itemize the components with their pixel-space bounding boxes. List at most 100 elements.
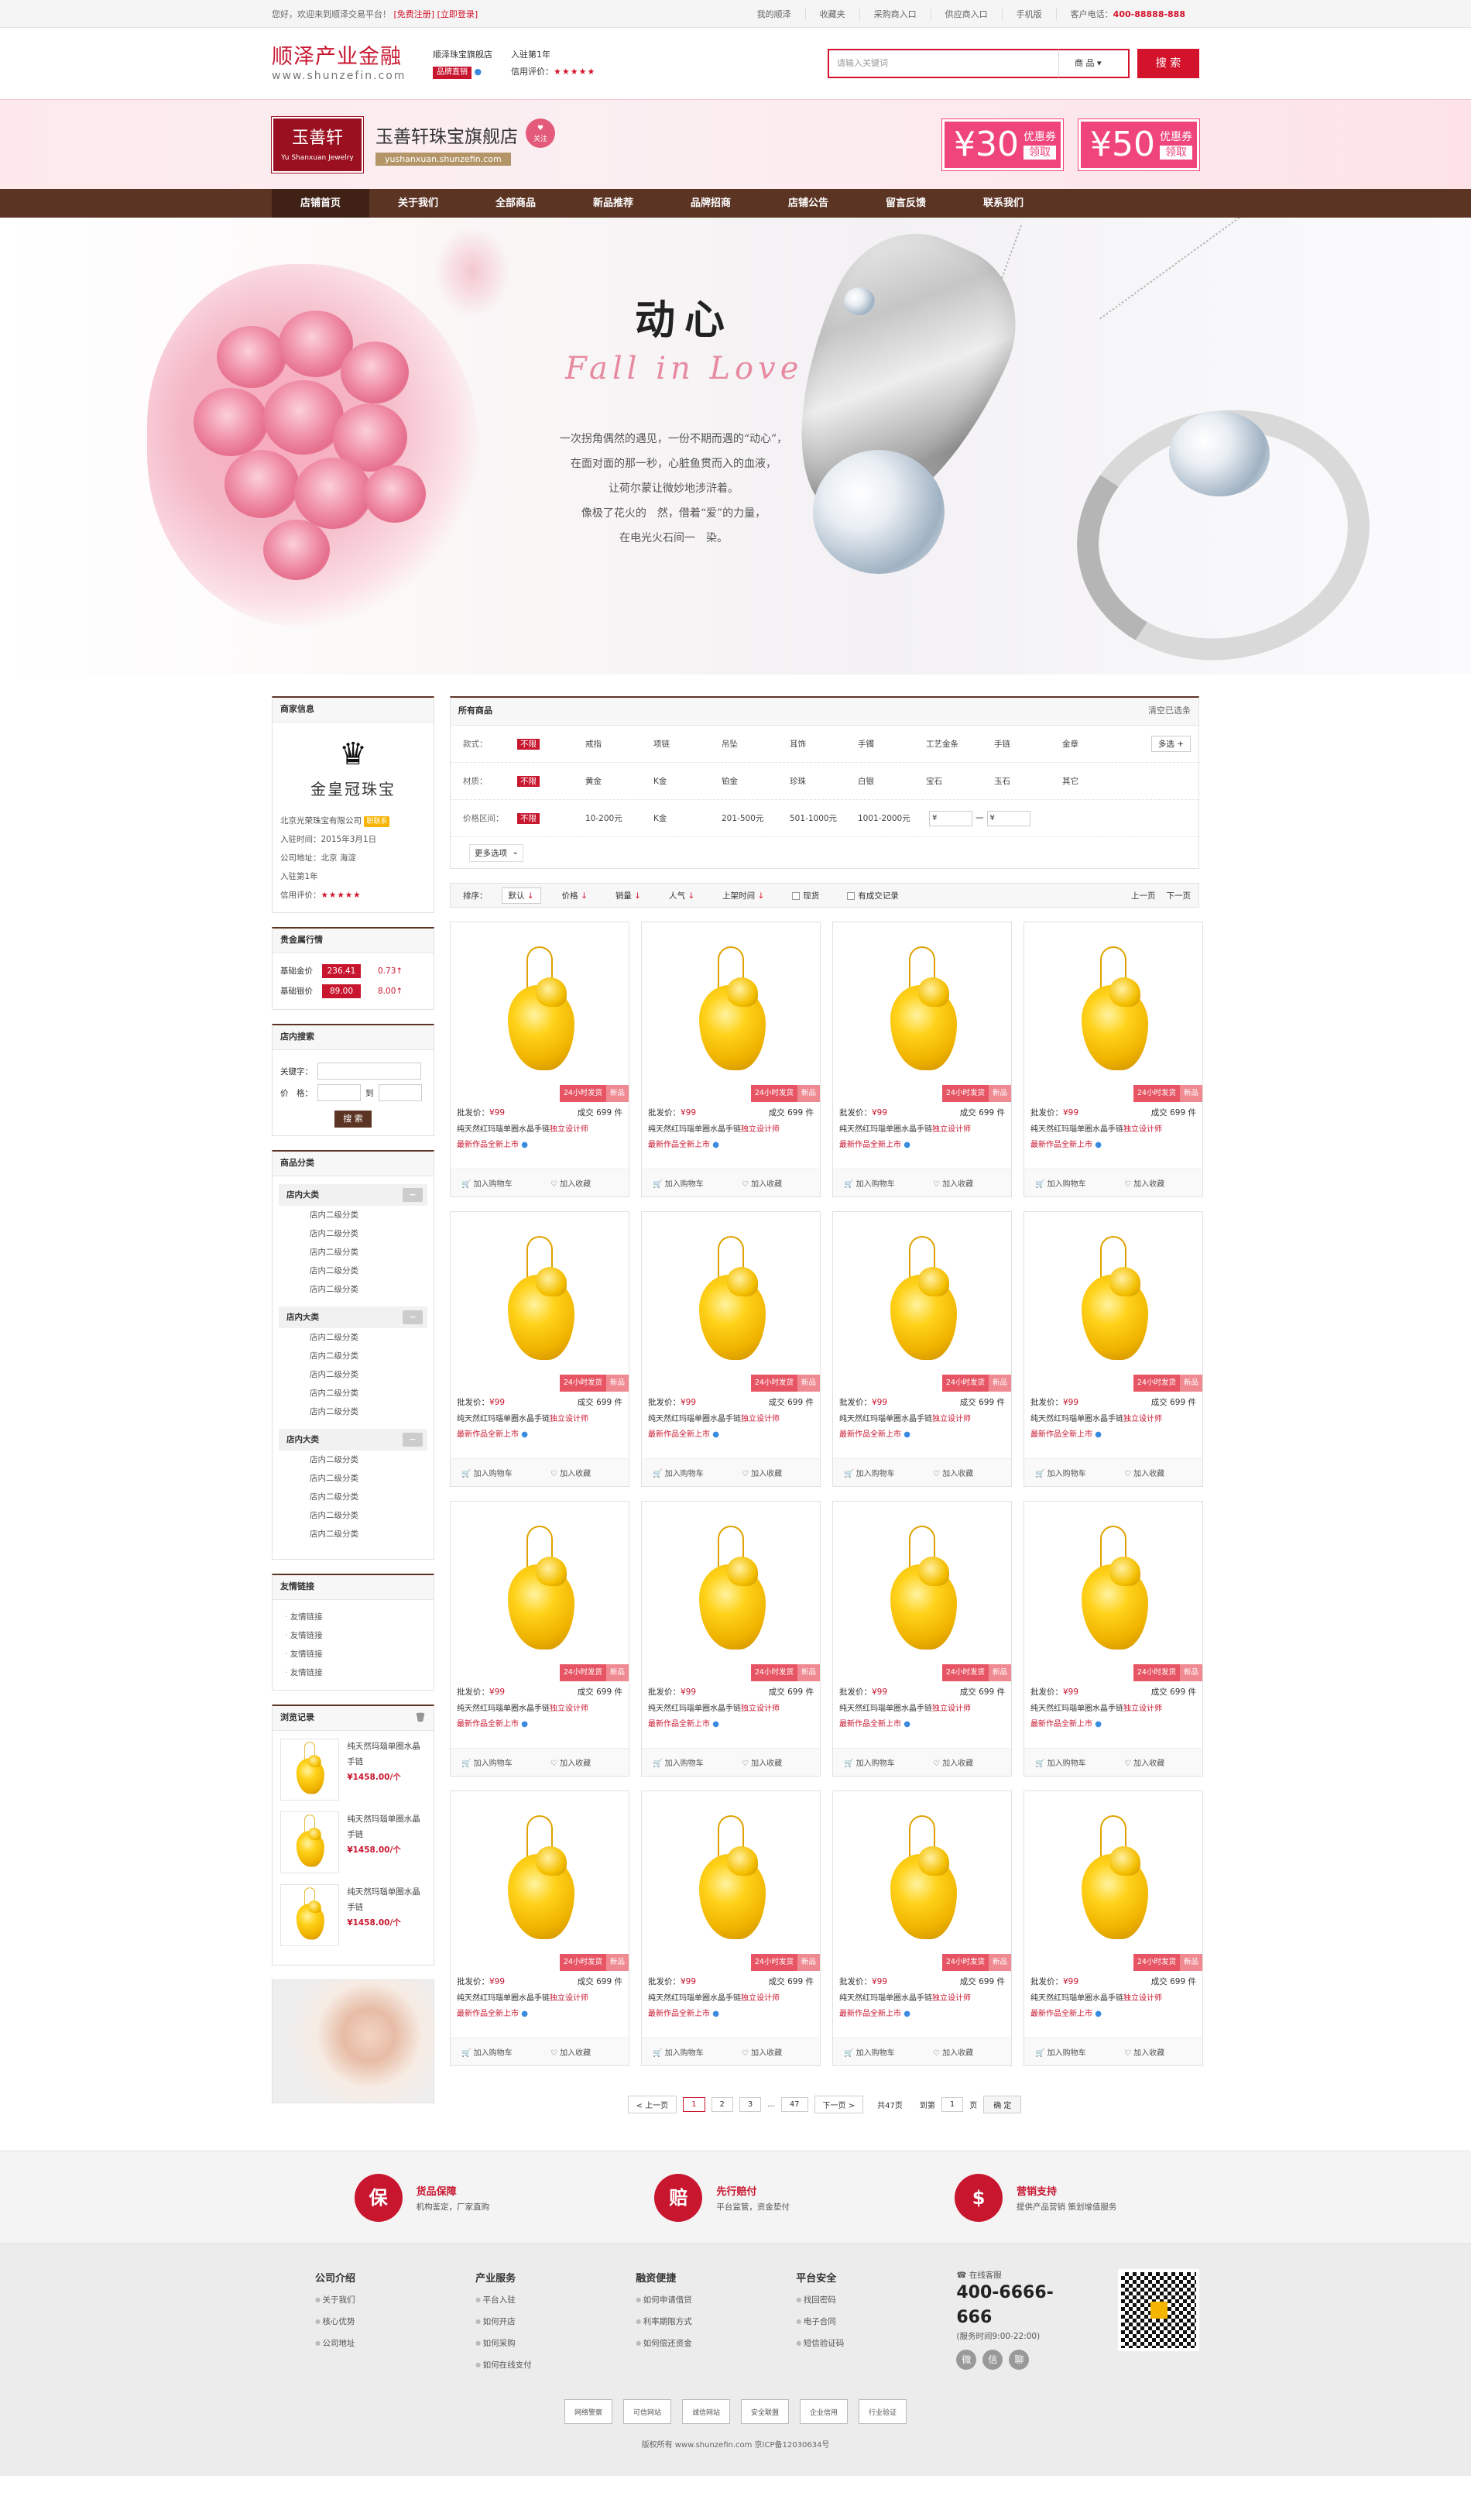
filter-option[interactable]: 工艺金条 — [926, 740, 958, 749]
product-card[interactable]: 24小时发货 新品 批发价：¥99 成交 699 件纯天然红玛瑙单圈水晶手链独立设计师… — [832, 922, 1012, 1197]
product-title[interactable]: 纯天然红玛瑙单圈水晶手链独立设计师 最新作品全新上市 ● — [457, 1705, 588, 1729]
friend-link[interactable]: 友情链接 — [280, 1663, 426, 1682]
add-to-cart-button[interactable]: 🛒 加入购物车 — [653, 1180, 704, 1189]
collapse-icon[interactable]: − — [403, 1310, 423, 1324]
add-to-cart-button[interactable]: 🛒 加入购物车 — [461, 1470, 513, 1478]
friend-link[interactable]: 友情链接 — [280, 1645, 426, 1663]
nav-home[interactable]: 店铺首页 — [272, 189, 369, 218]
subcategory-item[interactable]: 店内二级分类 — [310, 1333, 358, 1342]
add-favorite-button[interactable]: ♡ 加入收藏 — [550, 1470, 591, 1478]
filter-option[interactable]: 501-1000元 — [790, 814, 838, 823]
hero-banner[interactable]: 动心 Fall in Love 一次拐角偶然的遇见，一份不期而遇的“动心”， 在… — [0, 218, 1471, 675]
top-link-my[interactable]: 我的顺泽 — [756, 9, 791, 19]
product-card[interactable]: 24小时发货 新品 批发价：¥99 成交 699 件纯天然红玛瑙单圈水晶手链独立设计师… — [832, 1211, 1012, 1487]
subcategory-item[interactable]: 店内二级分类 — [310, 1455, 358, 1464]
product-card[interactable]: 24小时发货 新品 批发价：¥99 成交 699 件纯天然红玛瑙单圈水晶手链独立设计师… — [450, 1790, 629, 2066]
pager-page[interactable]: 47 — [780, 2097, 808, 2112]
search-input[interactable]: 请输入关键词 — [828, 49, 1058, 78]
filter-option[interactable]: 不限 — [517, 812, 585, 824]
in-stock-checkbox[interactable]: 现货 — [785, 887, 826, 904]
product-title[interactable]: 纯天然红玛瑙单圈水晶手链独立设计师 最新作品全新上市 ● — [1030, 1125, 1162, 1149]
filter-option[interactable]: 手镯 — [858, 740, 874, 749]
collapse-icon[interactable]: − — [403, 1188, 423, 1202]
shop-url[interactable]: yushanxuan.shunzefin.com — [375, 152, 511, 166]
sort-price[interactable]: 价格 ↓ — [561, 891, 588, 901]
multi-select-button[interactable]: 多选 + — [1150, 736, 1191, 752]
product-title[interactable]: 纯天然红玛瑙单圈水晶手链独立设计师 最新作品全新上市 ● — [457, 1994, 588, 2018]
product-title[interactable]: 纯天然红玛瑙单圈水晶手链独立设计师 最新作品全新上市 ● — [839, 1994, 971, 2018]
footer-link[interactable]: 如何开店 — [475, 2311, 636, 2333]
add-favorite-button[interactable]: ♡ 加入收藏 — [1124, 1470, 1165, 1478]
product-card[interactable]: 24小时发货 新品 批发价：¥99 成交 699 件纯天然红玛瑙单圈水晶手链独立设计师… — [832, 1501, 1012, 1777]
add-favorite-button[interactable]: ♡ 加入收藏 — [742, 1760, 783, 1768]
product-image[interactable]: 24小时发货 新品 — [451, 1502, 629, 1681]
side-ad-image[interactable] — [272, 1979, 434, 2103]
subcategory-item[interactable]: 店内二级分类 — [310, 1511, 358, 1520]
add-to-cart-button[interactable]: 🛒 加入购物车 — [653, 1470, 704, 1478]
register-link[interactable]: [免费注册] — [393, 9, 435, 19]
footer-link[interactable]: 利率期限方式 — [636, 2311, 796, 2333]
subcategory-item[interactable]: 店内二级分类 — [310, 1474, 358, 1483]
add-favorite-button[interactable]: ♡ 加入收藏 — [1124, 1760, 1165, 1768]
product-title[interactable]: 纯天然红玛瑙单圈水晶手链独立设计师 最新作品全新上市 ● — [1030, 1994, 1162, 2018]
footer-link[interactable]: 如何采购 — [475, 2333, 636, 2354]
product-title[interactable]: 纯天然红玛瑙单圈水晶手链独立设计师 最新作品全新上市 ● — [1030, 1705, 1162, 1729]
store-search-button[interactable]: 搜 索 — [334, 1111, 372, 1128]
subcategory-item[interactable]: 店内二级分类 — [310, 1530, 358, 1539]
footer-link[interactable]: 公司地址 — [315, 2333, 475, 2354]
add-favorite-button[interactable]: ♡ 加入收藏 — [742, 1180, 783, 1189]
filter-option[interactable]: 铂金 — [722, 777, 738, 786]
add-favorite-button[interactable]: ♡ 加入收藏 — [1124, 1180, 1165, 1189]
nav-contact[interactable]: 联系我们 — [982, 197, 1024, 209]
filter-option[interactable]: 项链 — [653, 740, 670, 749]
cert-badge[interactable]: 网络警察 — [564, 2399, 612, 2424]
product-image[interactable]: 24小时发货 新品 — [1024, 1502, 1202, 1681]
nav-all-products[interactable]: 全部商品 — [495, 197, 536, 209]
footer-link[interactable]: 核心优势 — [315, 2311, 475, 2333]
pager-page[interactable]: 3 — [739, 2097, 762, 2112]
pager-page[interactable]: 2 — [711, 2097, 733, 2112]
category-header[interactable]: 店内大类 − — [279, 1184, 427, 1206]
add-to-cart-button[interactable]: 🛒 加入购物车 — [844, 1180, 895, 1189]
footer-link[interactable]: 如何申请借贷 — [636, 2289, 796, 2311]
add-to-cart-button[interactable]: 🛒 加入购物车 — [844, 2049, 895, 2058]
add-favorite-button[interactable]: ♡ 加入收藏 — [550, 1180, 591, 1189]
footer-link[interactable]: 找回密码 — [796, 2289, 956, 2311]
wechat-icon[interactable]: 信 — [982, 2350, 1003, 2370]
filter-option[interactable]: K金 — [653, 777, 667, 786]
add-favorite-button[interactable]: ♡ 加入收藏 — [742, 2049, 783, 2058]
search-button[interactable]: 搜 索 — [1137, 49, 1199, 78]
top-link-buyer[interactable]: 采购商入口 — [859, 8, 931, 20]
collapse-icon[interactable]: − — [403, 1433, 423, 1447]
footer-link[interactable]: 电子合同 — [796, 2311, 956, 2333]
add-favorite-button[interactable]: ♡ 加入收藏 — [550, 1760, 591, 1768]
trash-icon[interactable]: 🗑 — [415, 1712, 426, 1722]
history-item[interactable]: 纯天然玛瑙单圈水晶手链 ¥1458.00/个 — [280, 1811, 426, 1873]
cert-badge[interactable]: 企业信用 — [800, 2399, 848, 2424]
filter-option[interactable]: 戒指 — [585, 740, 602, 749]
more-options-dropdown[interactable]: 更多选项 ⌄ — [469, 843, 523, 862]
product-image[interactable]: 24小时发货 新品 — [451, 1791, 629, 1971]
filter-option[interactable]: 白银 — [858, 777, 874, 786]
category-header[interactable]: 店内大类 − — [279, 1306, 427, 1328]
subcategory-item[interactable]: 店内二级分类 — [310, 1285, 358, 1294]
product-title[interactable]: 纯天然红玛瑙单圈水晶手链独立设计师 最新作品全新上市 ● — [648, 1415, 780, 1439]
add-favorite-button[interactable]: ♡ 加入收藏 — [933, 1470, 974, 1478]
filter-option[interactable]: 耳饰 — [790, 740, 806, 749]
cert-badge[interactable]: 可信网站 — [623, 2399, 671, 2424]
add-favorite-button[interactable]: ♡ 加入收藏 — [933, 1760, 974, 1768]
product-card[interactable]: 24小时发货 新品 批发价：¥99 成交 699 件纯天然红玛瑙单圈水晶手链独立设计师… — [450, 922, 629, 1197]
top-link-supplier[interactable]: 供应商入口 — [930, 8, 1002, 20]
filter-option[interactable]: 1001-2000元 — [858, 814, 910, 823]
filter-option[interactable]: 珍珠 — [790, 777, 806, 786]
product-card[interactable]: 24小时发货 新品 批发价：¥99 成交 699 件纯天然红玛瑙单圈水晶手链独立设计师… — [641, 1790, 821, 2066]
product-card[interactable]: 24小时发货 新品 批发价：¥99 成交 699 件纯天然红玛瑙单圈水晶手链独立设计师… — [450, 1501, 629, 1777]
footer-link[interactable]: 短信验证码 — [796, 2333, 956, 2354]
friend-link[interactable]: 友情链接 — [280, 1608, 426, 1626]
add-to-cart-button[interactable]: 🛒 加入购物车 — [461, 1760, 513, 1768]
filter-option[interactable]: 不限 — [517, 738, 585, 750]
product-image[interactable]: 24小时发货 新品 — [642, 1791, 820, 1971]
subcategory-item[interactable]: 店内二级分类 — [310, 1229, 358, 1238]
product-title[interactable]: 纯天然红玛瑙单圈水晶手链独立设计师 最新作品全新上市 ● — [648, 1125, 780, 1149]
subcategory-item[interactable]: 店内二级分类 — [310, 1407, 358, 1416]
